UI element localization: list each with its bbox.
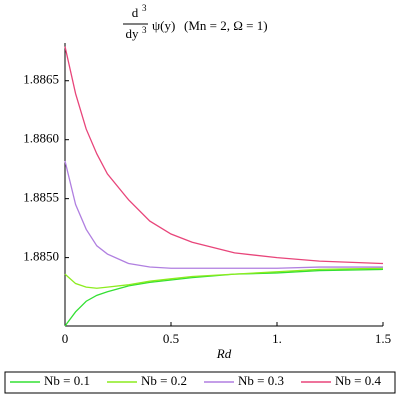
title-function: ψ(y) [152, 18, 175, 33]
legend-label: Nb = 0.1 [44, 373, 90, 388]
series-line [64, 46, 384, 265]
x-tick-label: 1. [272, 331, 282, 346]
legend-label: Nb = 0.2 [141, 373, 187, 388]
series-line [64, 268, 384, 327]
title-parameters: (Mn = 2, Ω = 1) [184, 18, 268, 33]
legend-label: Nb = 0.4 [335, 373, 381, 388]
y-tick-label: 1.8850 [23, 249, 59, 264]
series-line [64, 267, 384, 289]
series-line [64, 160, 383, 269]
title-numerator: d [132, 5, 139, 20]
y-tick-label: 1.8860 [23, 131, 59, 146]
x-tick-label: 0 [62, 331, 69, 346]
x-tick-label: 0.5 [163, 331, 179, 346]
title-denominator: dy [126, 26, 140, 41]
title-order: 3 [142, 3, 147, 13]
legend-label: Nb = 0.3 [238, 373, 284, 388]
title-order: 3 [142, 25, 147, 35]
y-tick-label: 1.8865 [23, 72, 59, 87]
x-axis-label: Rd [216, 346, 232, 361]
y-tick-label: 1.8855 [23, 190, 59, 205]
x-tick-label: 1.5 [375, 331, 391, 346]
legend-box [4, 371, 396, 394]
